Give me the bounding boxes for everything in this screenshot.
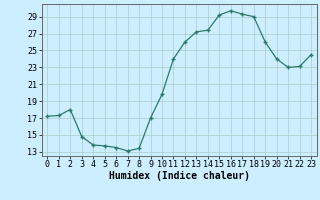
X-axis label: Humidex (Indice chaleur): Humidex (Indice chaleur) xyxy=(109,171,250,181)
